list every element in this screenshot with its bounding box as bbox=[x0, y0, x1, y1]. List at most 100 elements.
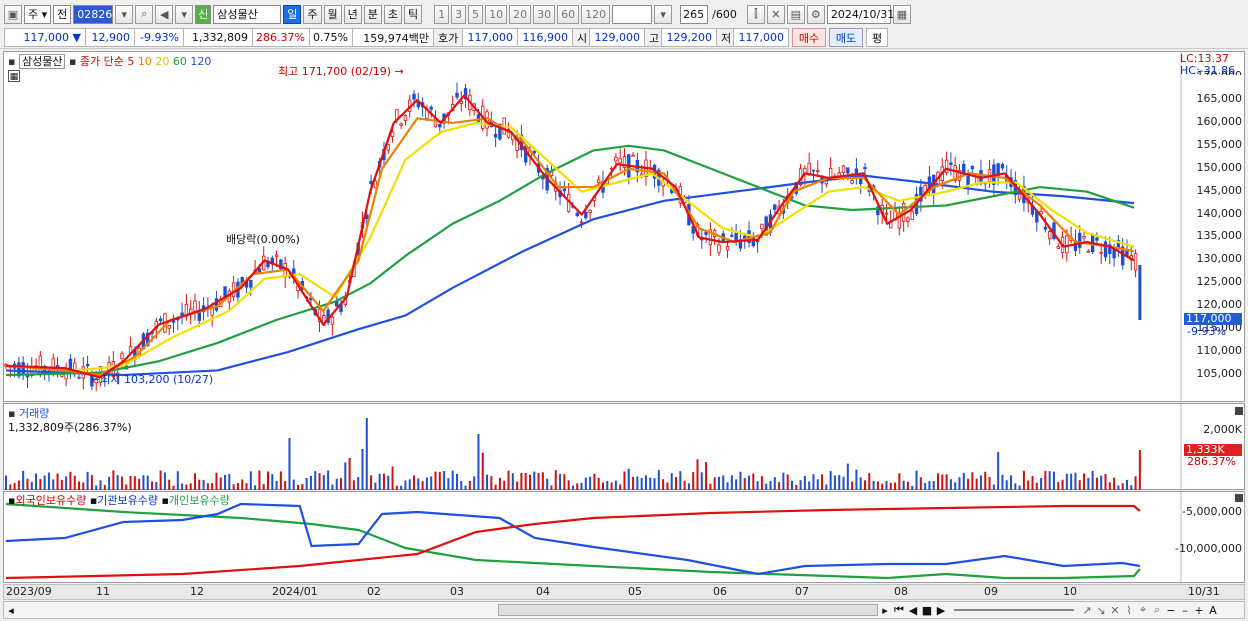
draw-tool-4-icon[interactable]: ⌇ bbox=[1126, 603, 1132, 617]
price-chart-panel[interactable] bbox=[3, 51, 1246, 403]
candle-body bbox=[399, 123, 403, 126]
volume-bar bbox=[443, 471, 446, 490]
price-y-tick-partial: 170,000 bbox=[1197, 69, 1243, 75]
tab-month[interactable]: 월 bbox=[323, 4, 342, 24]
tab-week[interactable]: 주 bbox=[303, 4, 322, 24]
volume-bar bbox=[99, 480, 102, 490]
date-input[interactable]: 2024/10/31 bbox=[826, 4, 894, 24]
volume-bar bbox=[292, 479, 295, 490]
period-select[interactable]: 주 ▾ bbox=[24, 4, 52, 24]
speaker-icon[interactable]: ◀ bbox=[155, 4, 174, 24]
zoom-icon[interactable]: ⌕ bbox=[1153, 603, 1161, 616]
volume-bar bbox=[172, 485, 175, 490]
volume-bar bbox=[992, 484, 995, 490]
gear-icon[interactable]: ⚙ bbox=[806, 4, 825, 24]
candle-body bbox=[459, 101, 463, 104]
interval-dropdown-icon[interactable]: ▾ bbox=[654, 4, 673, 24]
volume-bar bbox=[108, 476, 111, 490]
interval-30[interactable]: 30 bbox=[533, 4, 556, 24]
stock-code-input[interactable]: 028260 bbox=[73, 4, 119, 24]
volume-bar bbox=[816, 479, 819, 490]
holdings-panel[interactable] bbox=[3, 491, 1246, 584]
stock-name-field[interactable]: 삼성물산 bbox=[213, 4, 282, 24]
candle-body bbox=[1120, 246, 1125, 266]
tab-day[interactable]: 일 bbox=[283, 4, 302, 24]
draw-tool-1-icon[interactable]: ↗ bbox=[1082, 603, 1092, 617]
zoom-out-icon[interactable]: − bbox=[1166, 603, 1176, 617]
tab-second[interactable]: 초 bbox=[383, 4, 403, 24]
interval-3[interactable]: 3 bbox=[451, 4, 467, 24]
buy-button[interactable]: 매수 bbox=[792, 28, 826, 47]
volume-chart[interactable] bbox=[4, 404, 1246, 491]
volume-bar bbox=[279, 471, 282, 490]
volume-bar bbox=[309, 475, 312, 490]
play-back-icon[interactable]: ◀ bbox=[908, 603, 918, 617]
tab-tick[interactable]: 틱 bbox=[404, 4, 423, 24]
volume-bar bbox=[430, 476, 433, 490]
rewind-icon[interactable]: ⏮ bbox=[894, 603, 904, 616]
crosshair-icon[interactable]: ✕ bbox=[766, 4, 785, 24]
volume-bar bbox=[1048, 471, 1051, 490]
interval-60[interactable]: 60 bbox=[557, 4, 580, 24]
volume-bar bbox=[73, 475, 76, 490]
speed-slider[interactable] bbox=[954, 609, 1074, 611]
interval-10[interactable]: 10 bbox=[485, 4, 508, 24]
play-icon[interactable]: ▶ bbox=[936, 603, 946, 617]
candle-body bbox=[171, 320, 176, 323]
draw-tool-5-icon[interactable]: ⌖ bbox=[1139, 603, 1147, 616]
candle-body bbox=[708, 229, 713, 246]
volume-bar bbox=[954, 482, 957, 490]
interval-1[interactable]: 1 bbox=[434, 4, 450, 24]
search-icon[interactable]: ⌕ bbox=[135, 4, 154, 24]
volume-bar bbox=[382, 473, 385, 490]
price-chart[interactable] bbox=[4, 52, 1246, 403]
count-input[interactable]: 265 bbox=[680, 4, 709, 24]
grid-toggle-icon[interactable]: ▦ bbox=[8, 70, 20, 82]
volume-bar bbox=[417, 478, 420, 490]
turnover-rate: 0.75% bbox=[309, 28, 353, 47]
interval-20[interactable]: 20 bbox=[509, 4, 532, 24]
save-icon[interactable]: ▤ bbox=[786, 4, 805, 24]
volume-close-icon[interactable] bbox=[1235, 407, 1243, 415]
volume-bar bbox=[464, 485, 467, 490]
custom-interval-input[interactable] bbox=[612, 4, 653, 24]
calendar-icon[interactable]: ▦ bbox=[892, 4, 911, 24]
scroll-track[interactable] bbox=[18, 604, 498, 616]
scroll-right-icon[interactable]: ▸ bbox=[882, 603, 888, 617]
candle-icon[interactable]: ⫿ bbox=[746, 4, 765, 24]
draw-tool-2-icon[interactable]: ↘ bbox=[1096, 603, 1106, 617]
volume-bar bbox=[760, 476, 763, 490]
zoom-in-icon[interactable]: + bbox=[1194, 603, 1204, 617]
holdings-close-icon[interactable] bbox=[1235, 494, 1243, 502]
eval-button[interactable]: 평 bbox=[866, 28, 888, 47]
tab-year[interactable]: 년 bbox=[343, 4, 362, 24]
speaker-dropdown-icon[interactable]: ▾ bbox=[175, 4, 194, 24]
font-size-icon[interactable]: A bbox=[1209, 603, 1217, 617]
x-label-08: 08 bbox=[894, 585, 908, 598]
candle-body bbox=[1056, 246, 1060, 249]
holdings-chart[interactable] bbox=[4, 492, 1246, 584]
tab-minute[interactable]: 분 bbox=[363, 4, 382, 24]
legend-stock-name: 삼성물산 bbox=[18, 54, 66, 69]
sell-button[interactable]: 매도 bbox=[829, 28, 863, 47]
candle-body bbox=[1000, 164, 1005, 169]
stop-icon[interactable]: ■ bbox=[921, 603, 933, 617]
interval-120[interactable]: 120 bbox=[581, 4, 611, 24]
market-select[interactable]: 전 bbox=[53, 4, 72, 24]
candle-body bbox=[584, 212, 588, 219]
legend-ma120: 120 bbox=[190, 55, 212, 68]
interval-5[interactable]: 5 bbox=[468, 4, 484, 24]
chart-type-icon[interactable]: ▣ bbox=[4, 4, 22, 24]
volume-bar bbox=[735, 479, 738, 490]
minimize-icon[interactable]: – bbox=[1182, 603, 1188, 617]
scroll-thumb[interactable] bbox=[498, 604, 878, 616]
price-y-tick: 140,000 bbox=[1196, 206, 1243, 220]
code-dropdown-icon[interactable]: ▾ bbox=[115, 4, 134, 24]
price-y-tick: 130,000 bbox=[1196, 252, 1243, 266]
market-select-value: 전 bbox=[57, 8, 68, 21]
current-price-marker: 117,000 bbox=[1184, 313, 1242, 325]
volume-panel[interactable] bbox=[3, 403, 1246, 491]
draw-tool-3-icon[interactable]: ✕ bbox=[1110, 603, 1120, 617]
scroll-left-icon[interactable]: ◂ bbox=[8, 603, 14, 617]
price-y-tick: 110,000 bbox=[1196, 343, 1243, 357]
